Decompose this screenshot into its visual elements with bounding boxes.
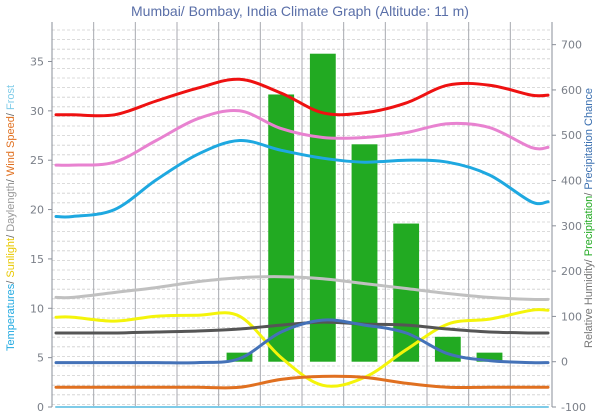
series-line bbox=[54, 275, 550, 302]
right-tick-label: -100 bbox=[561, 401, 586, 414]
precipitation-bar bbox=[351, 144, 378, 362]
series-line bbox=[54, 108, 550, 167]
left-axis-title-part: / bbox=[5, 232, 17, 238]
left-axis-title-part: Frost bbox=[5, 85, 17, 110]
right-axis-title-part: / bbox=[583, 190, 595, 196]
left-tick-label: 25 bbox=[30, 154, 44, 167]
left-axis-title: Temperatures/ Sunlight/ Daylength/ Wind … bbox=[5, 85, 17, 351]
precipitation-bar bbox=[309, 53, 336, 362]
left-tick-label: 10 bbox=[30, 302, 44, 315]
right-axis-title-part: Precipitation Chance bbox=[583, 88, 595, 190]
right-axis-title-part: Relative Humidity bbox=[583, 262, 595, 348]
right-axis-title-part: / bbox=[583, 256, 595, 262]
right-axis-title-part: Precipitation bbox=[583, 196, 595, 257]
right-tick-label: 500 bbox=[561, 129, 582, 142]
precipitation-bar bbox=[268, 94, 295, 362]
left-axis-title-part: / bbox=[5, 176, 17, 182]
left-axis-title-part: / bbox=[5, 110, 17, 116]
right-tick-label: 600 bbox=[561, 84, 582, 97]
series-line bbox=[54, 318, 550, 365]
chart-title: Mumbai/ Bombay, India Climate Graph (Alt… bbox=[131, 3, 469, 19]
left-axis-title-part: Sunlight bbox=[5, 238, 17, 278]
precipitation-bar bbox=[476, 352, 503, 362]
right-tick-label: 100 bbox=[561, 310, 582, 323]
series-line bbox=[54, 77, 550, 118]
precipitation-bar bbox=[393, 223, 420, 362]
series-line bbox=[54, 308, 550, 388]
left-axis-title-part: Daylength bbox=[5, 182, 17, 232]
left-tick-label: 0 bbox=[37, 401, 44, 414]
left-tick-label: 20 bbox=[30, 204, 44, 217]
left-tick-label: 15 bbox=[30, 253, 44, 266]
left-axis-title-part: / bbox=[5, 278, 17, 284]
left-tick-label: 30 bbox=[30, 105, 44, 118]
grid-lines bbox=[52, 22, 552, 407]
right-tick-label: 400 bbox=[561, 175, 582, 188]
right-tick-label: 200 bbox=[561, 265, 582, 278]
right-axis-title: Relative Humidity/ Precipitation/ Precip… bbox=[583, 88, 595, 348]
series-line bbox=[54, 138, 550, 219]
right-tick-label: 300 bbox=[561, 220, 582, 233]
right-tick-label: 700 bbox=[561, 39, 582, 52]
right-tick-label: 0 bbox=[561, 356, 568, 369]
left-tick-label: 35 bbox=[30, 55, 44, 68]
left-axis-title-part: Temperatures bbox=[5, 283, 17, 351]
series-line bbox=[54, 374, 550, 390]
left-tick-label: 5 bbox=[37, 352, 44, 365]
left-axis-title-part: Wind Speed bbox=[5, 116, 17, 176]
